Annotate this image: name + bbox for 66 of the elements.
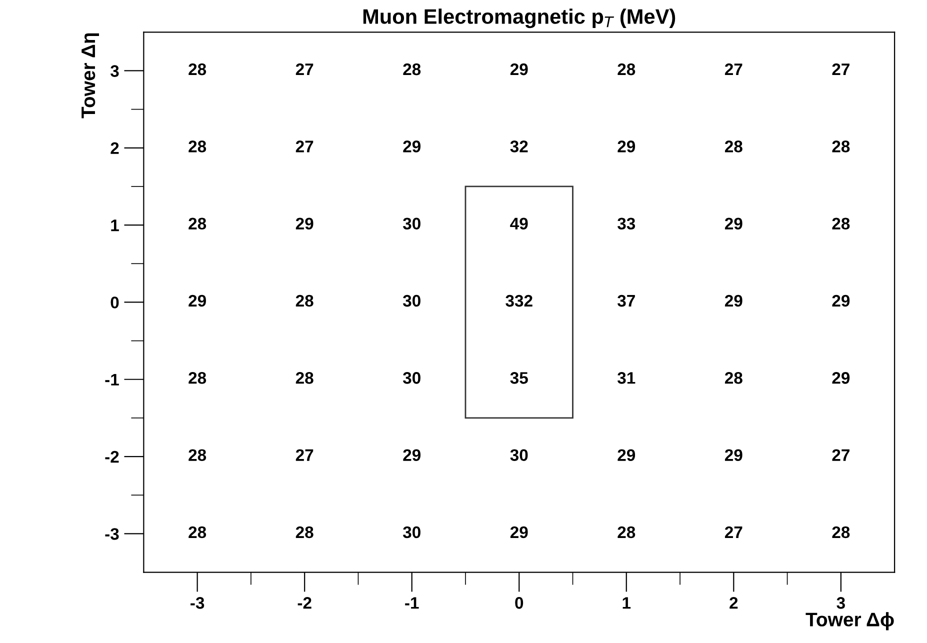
data-label: 49 <box>510 218 528 230</box>
data-label: 27 <box>296 63 314 76</box>
y-tick-label: 0 <box>110 296 119 308</box>
x-tick-label: -1 <box>405 597 419 609</box>
data-label: 29 <box>832 372 850 384</box>
data-label: 29 <box>510 63 528 76</box>
y-axis-title: Tower Δη <box>82 33 99 118</box>
y-tick-label: 2 <box>110 142 119 154</box>
data-label: 29 <box>403 449 421 462</box>
data-label: 29 <box>188 294 206 307</box>
data-label: 28 <box>188 526 206 538</box>
x-tick-label: 1 <box>622 597 631 609</box>
data-label: 29 <box>724 449 742 462</box>
data-label: 28 <box>832 526 850 538</box>
data-label: 28 <box>188 63 206 76</box>
chart-title: Muon Electromagnetic p$_{T}$ (MeV) <box>363 8 676 28</box>
data-label: 28 <box>832 140 850 152</box>
data-label: 37 <box>618 294 635 307</box>
data-label: 27 <box>724 526 742 538</box>
data-label: 28 <box>832 218 850 230</box>
data-label: 28 <box>296 372 314 384</box>
data-label: 27 <box>832 63 850 76</box>
data-label: 30 <box>402 294 420 307</box>
data-label: 28 <box>618 526 636 538</box>
x-tick-label: -2 <box>298 597 312 609</box>
x-tick-label: 3 <box>836 597 845 609</box>
data-label: 29 <box>296 218 314 230</box>
data-label: 35 <box>510 372 528 384</box>
data-label: 31 <box>618 372 636 384</box>
data-label: 29 <box>618 140 636 152</box>
data-label: 28 <box>188 140 206 152</box>
y-tick-label: -2 <box>105 450 119 463</box>
data-label: 28 <box>724 140 742 152</box>
x-tick-label: 0 <box>515 597 524 609</box>
y-tick-label: 1 <box>111 220 119 232</box>
x-axis-title: Tower Δϕ <box>806 612 894 630</box>
data-label: 332 <box>506 294 532 307</box>
data-label: 30 <box>402 526 420 538</box>
data-label: 32 <box>510 140 528 152</box>
y-tick-label: -3 <box>105 528 119 540</box>
data-label: 28 <box>296 526 314 538</box>
data-label: 30 <box>402 372 420 384</box>
data-label: 29 <box>618 449 636 462</box>
data-label: 29 <box>724 294 742 307</box>
data-label: 29 <box>832 294 850 307</box>
data-label: 27 <box>724 63 742 76</box>
data-label: 30 <box>402 218 420 230</box>
data-label: 28 <box>188 372 206 384</box>
data-label: 28 <box>724 372 742 384</box>
data-label: 30 <box>510 449 528 462</box>
data-label: 28 <box>188 218 206 230</box>
data-label: 28 <box>296 294 314 307</box>
y-tick-label: -1 <box>105 374 119 386</box>
data-label: 33 <box>618 218 636 230</box>
data-label: 28 <box>618 63 636 76</box>
data-label: 27 <box>296 140 314 152</box>
data-label: 29 <box>510 526 528 538</box>
data-label: 27 <box>296 449 314 461</box>
data-label: 29 <box>724 218 742 230</box>
x-tick-label: -3 <box>190 597 204 609</box>
data-label: 28 <box>403 63 421 76</box>
data-label: 27 <box>832 449 850 461</box>
x-tick-label: 2 <box>730 597 738 609</box>
y-tick-label: 3 <box>110 65 119 77</box>
data-label: 29 <box>403 140 421 152</box>
data-label: 28 <box>188 449 206 462</box>
